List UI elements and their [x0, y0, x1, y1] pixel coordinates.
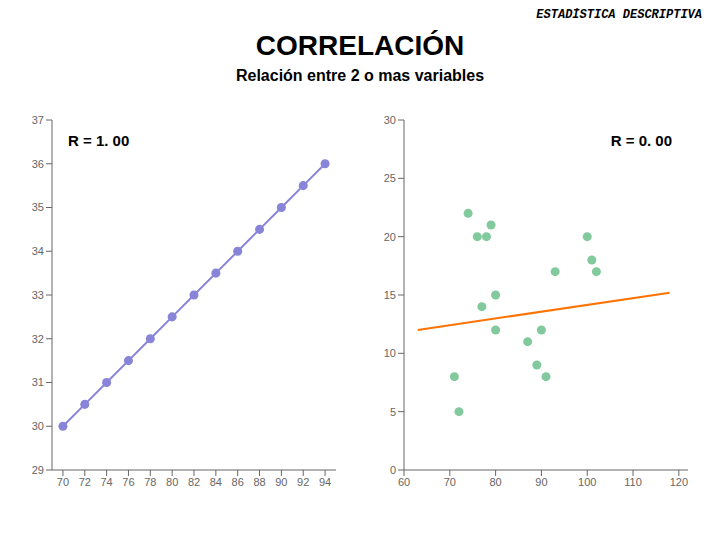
svg-text:78: 78: [144, 476, 156, 488]
svg-text:29: 29: [32, 464, 44, 476]
html-text:R = 1. 00: R = 1. 00: [68, 132, 130, 149]
svg-text:90: 90: [275, 476, 287, 488]
svg-text:20: 20: [384, 231, 396, 243]
svg-text:0: 0: [390, 464, 396, 476]
svg-text:37: 37: [32, 114, 44, 126]
svg-text:120: 120: [670, 476, 688, 488]
svg-text:110: 110: [624, 476, 642, 488]
svg-text:35: 35: [32, 201, 44, 213]
svg-text:82: 82: [188, 476, 200, 488]
html-text:R = 0. 00: R = 0. 00: [610, 132, 672, 149]
svg-text:36: 36: [32, 158, 44, 170]
svg-text:76: 76: [122, 476, 134, 488]
svg-text:80: 80: [489, 476, 501, 488]
svg-text:70: 70: [57, 476, 69, 488]
svg-text:74: 74: [100, 476, 112, 488]
html-text:ESTADÍSTICA DESCRIPTIVA: ESTADÍSTICA DESCRIPTIVA: [536, 8, 702, 22]
svg-text:60: 60: [398, 476, 410, 488]
svg-text:34: 34: [32, 245, 44, 257]
svg-text:10: 10: [384, 347, 396, 359]
svg-text:70: 70: [444, 476, 456, 488]
svg-text:31: 31: [32, 376, 44, 388]
svg-text:90: 90: [535, 476, 547, 488]
svg-text:92: 92: [297, 476, 309, 488]
html-text:CORRELACIÓN: CORRELACIÓN: [255, 30, 465, 61]
svg-text:100: 100: [578, 476, 596, 488]
html-text:Relación entre 2 o mas variabl: Relación entre 2 o mas variables: [235, 67, 485, 84]
svg-text:72: 72: [79, 476, 91, 488]
svg-text:30: 30: [384, 114, 396, 126]
svg-text:15: 15: [384, 289, 396, 301]
svg-text:80: 80: [166, 476, 178, 488]
svg-text:94: 94: [319, 476, 331, 488]
svg-text:84: 84: [210, 476, 222, 488]
svg-text:88: 88: [253, 476, 265, 488]
svg-text:33: 33: [32, 289, 44, 301]
svg-text:25: 25: [384, 172, 396, 184]
svg-text:5: 5: [390, 406, 396, 418]
svg-text:86: 86: [232, 476, 244, 488]
svg-text:32: 32: [32, 333, 44, 345]
svg-text:30: 30: [32, 420, 44, 432]
